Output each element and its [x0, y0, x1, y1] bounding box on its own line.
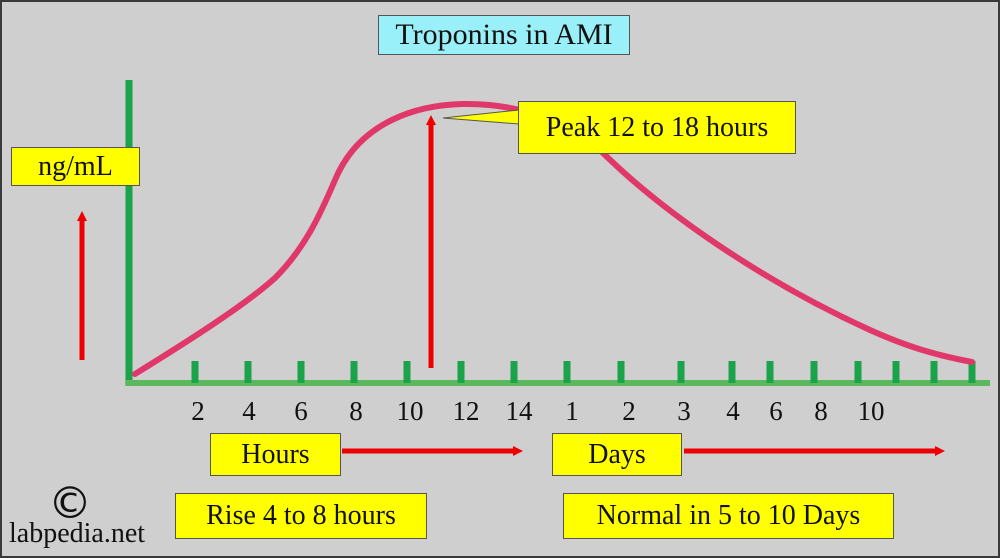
hour-tick-label: 2 [191, 396, 205, 426]
hour-tick-label: 6 [294, 396, 308, 426]
normal-note: Normal in 5 to 10 Days [563, 493, 894, 539]
watermark-text: labpedia.net [9, 518, 146, 549]
day-tick-label: 6 [769, 396, 783, 426]
y-axis-label: ng/mL [11, 147, 140, 186]
troponin-curve [132, 100, 975, 377]
peak-callout: Peak 12 to 18 hours [518, 101, 796, 154]
day-tick-label: 10 [857, 396, 885, 426]
hour-tick-label: 14 [505, 396, 533, 426]
hours-label: Hours [210, 433, 341, 476]
day-tick-label: 1 [565, 396, 579, 426]
days-label: Days [552, 433, 682, 476]
hour-tick-label: 4 [242, 396, 256, 426]
hour-tick-label: 12 [452, 396, 480, 426]
rise-note: Rise 4 to 8 hours [175, 493, 427, 539]
chart-title: Troponins in AMI [378, 15, 630, 55]
peak-callout-pointer [442, 109, 520, 125]
day-tick-label: 2 [622, 396, 636, 426]
day-tick-label: 4 [726, 396, 740, 426]
x-axis-ticks [191, 361, 976, 383]
day-tick-label: 8 [814, 396, 828, 426]
hour-tick-label: 10 [396, 396, 424, 426]
hour-tick-label: 8 [349, 396, 363, 426]
copyright-symbol: © [48, 478, 92, 529]
day-tick-label: 3 [677, 396, 691, 426]
